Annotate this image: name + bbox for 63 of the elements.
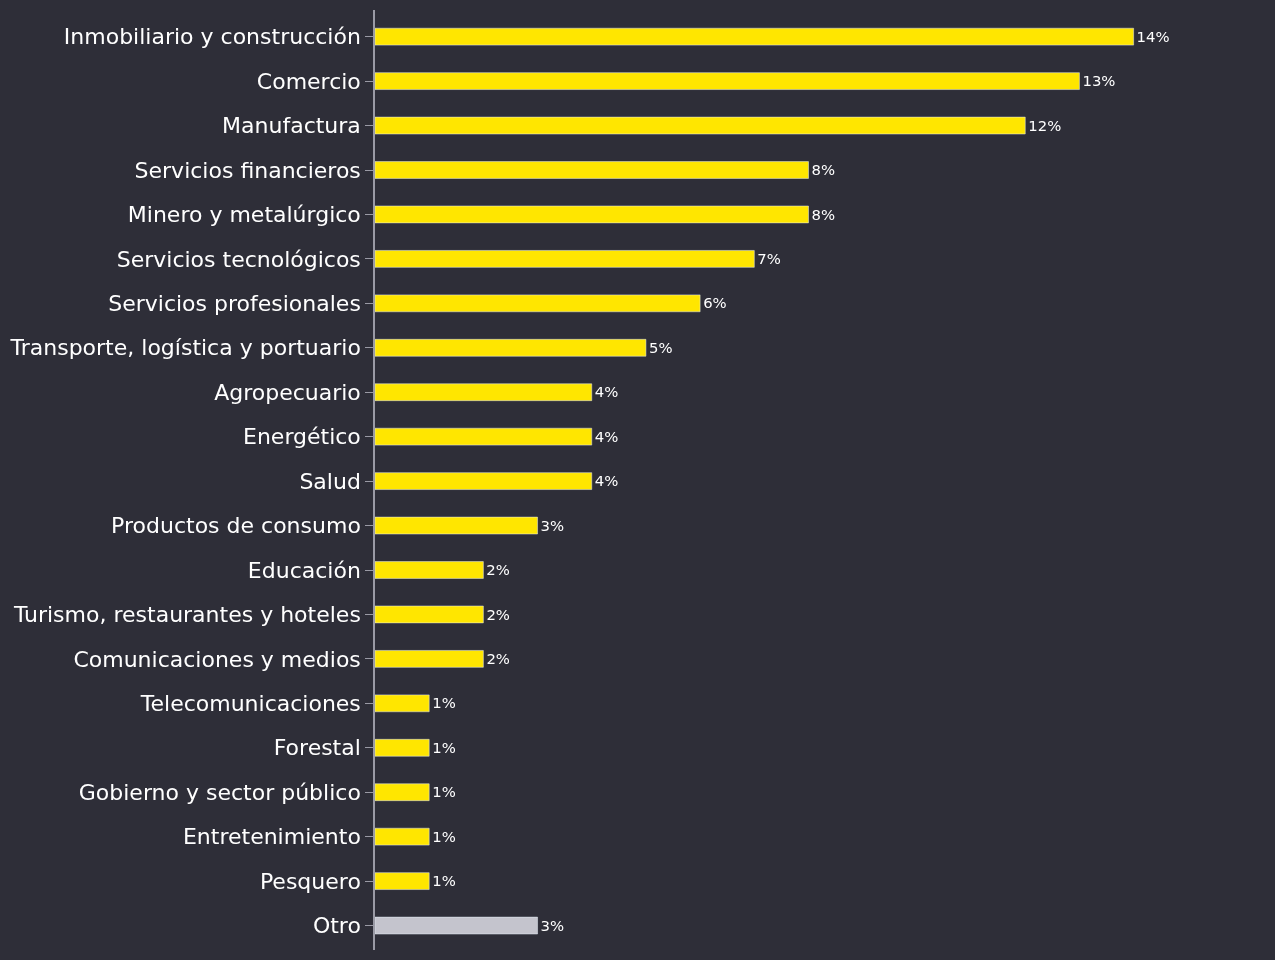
data-label: 4% — [594, 383, 619, 402]
y-tick-label: Productos de consumo — [111, 513, 361, 539]
bar — [375, 916, 538, 935]
y-tick-label: Turismo, restaurantes y hoteles — [12, 602, 361, 628]
bar — [375, 472, 592, 490]
y-tick-label: Minero y metalúrgico — [127, 202, 361, 228]
data-label: 8% — [811, 161, 836, 180]
data-label: 6% — [703, 294, 727, 313]
y-tick-label: Educación — [247, 557, 361, 583]
y-tick-label: Servicios tecnológicos — [116, 246, 361, 272]
data-label: 2% — [486, 605, 510, 624]
data-label: 3% — [540, 516, 565, 535]
bar — [375, 827, 430, 846]
y-tick-label: Transporte, logística y portuario — [9, 335, 361, 361]
data-label: 3% — [540, 916, 565, 935]
data-label: 13% — [1082, 72, 1116, 91]
bar — [375, 72, 1080, 90]
y-tick-label: Salud — [299, 468, 361, 494]
y-tick-label: Gobierno y sector público — [78, 779, 361, 805]
y-tick-label: Entretenimiento — [182, 824, 361, 850]
bar — [375, 116, 1026, 135]
y-tick-label: Comunicaciones y medios — [73, 646, 361, 672]
y-tick-label: Agropecuario — [214, 379, 361, 405]
data-label: 5% — [648, 338, 673, 357]
y-tick-label: Otro — [312, 913, 361, 939]
data-label: 2% — [486, 561, 510, 580]
data-label: 8% — [811, 205, 836, 224]
bar — [375, 605, 484, 624]
bar — [375, 250, 755, 268]
y-tick-label: Comercio — [256, 68, 361, 94]
bar — [375, 339, 647, 357]
data-label: 1% — [432, 827, 456, 846]
y-tick-label: Forestal — [273, 735, 361, 761]
data-label: 1% — [432, 694, 456, 713]
y-tick-label: Servicios financieros — [134, 157, 361, 183]
bar — [375, 161, 809, 179]
data-label: 2% — [486, 649, 510, 668]
data-label: 12% — [1028, 116, 1062, 135]
data-label: 4% — [594, 427, 619, 446]
y-tick-label: Manufactura — [222, 113, 361, 139]
bar — [375, 516, 538, 535]
data-label: 1% — [432, 783, 456, 802]
bar — [375, 27, 1134, 46]
data-label: 14% — [1136, 27, 1170, 46]
bar — [375, 872, 430, 890]
data-label: 7% — [757, 249, 781, 268]
bar — [375, 561, 484, 579]
data-label: 1% — [432, 872, 456, 891]
data-label: 1% — [432, 738, 456, 757]
data-label: 4% — [594, 472, 619, 491]
y-tick-label: Inmobiliario y construcción — [63, 24, 361, 50]
bar — [375, 294, 701, 313]
bar — [375, 650, 484, 668]
y-tick-label: Telecomunicaciones — [139, 691, 361, 717]
bar — [375, 383, 592, 401]
bar — [375, 205, 809, 224]
y-tick-label: Pesquero — [259, 868, 361, 894]
bar — [375, 694, 430, 713]
bar — [375, 739, 430, 757]
y-tick-label: Energético — [243, 424, 361, 450]
y-tick-label: Servicios profesionales — [108, 291, 361, 317]
bar — [375, 427, 592, 446]
bar — [375, 783, 430, 801]
